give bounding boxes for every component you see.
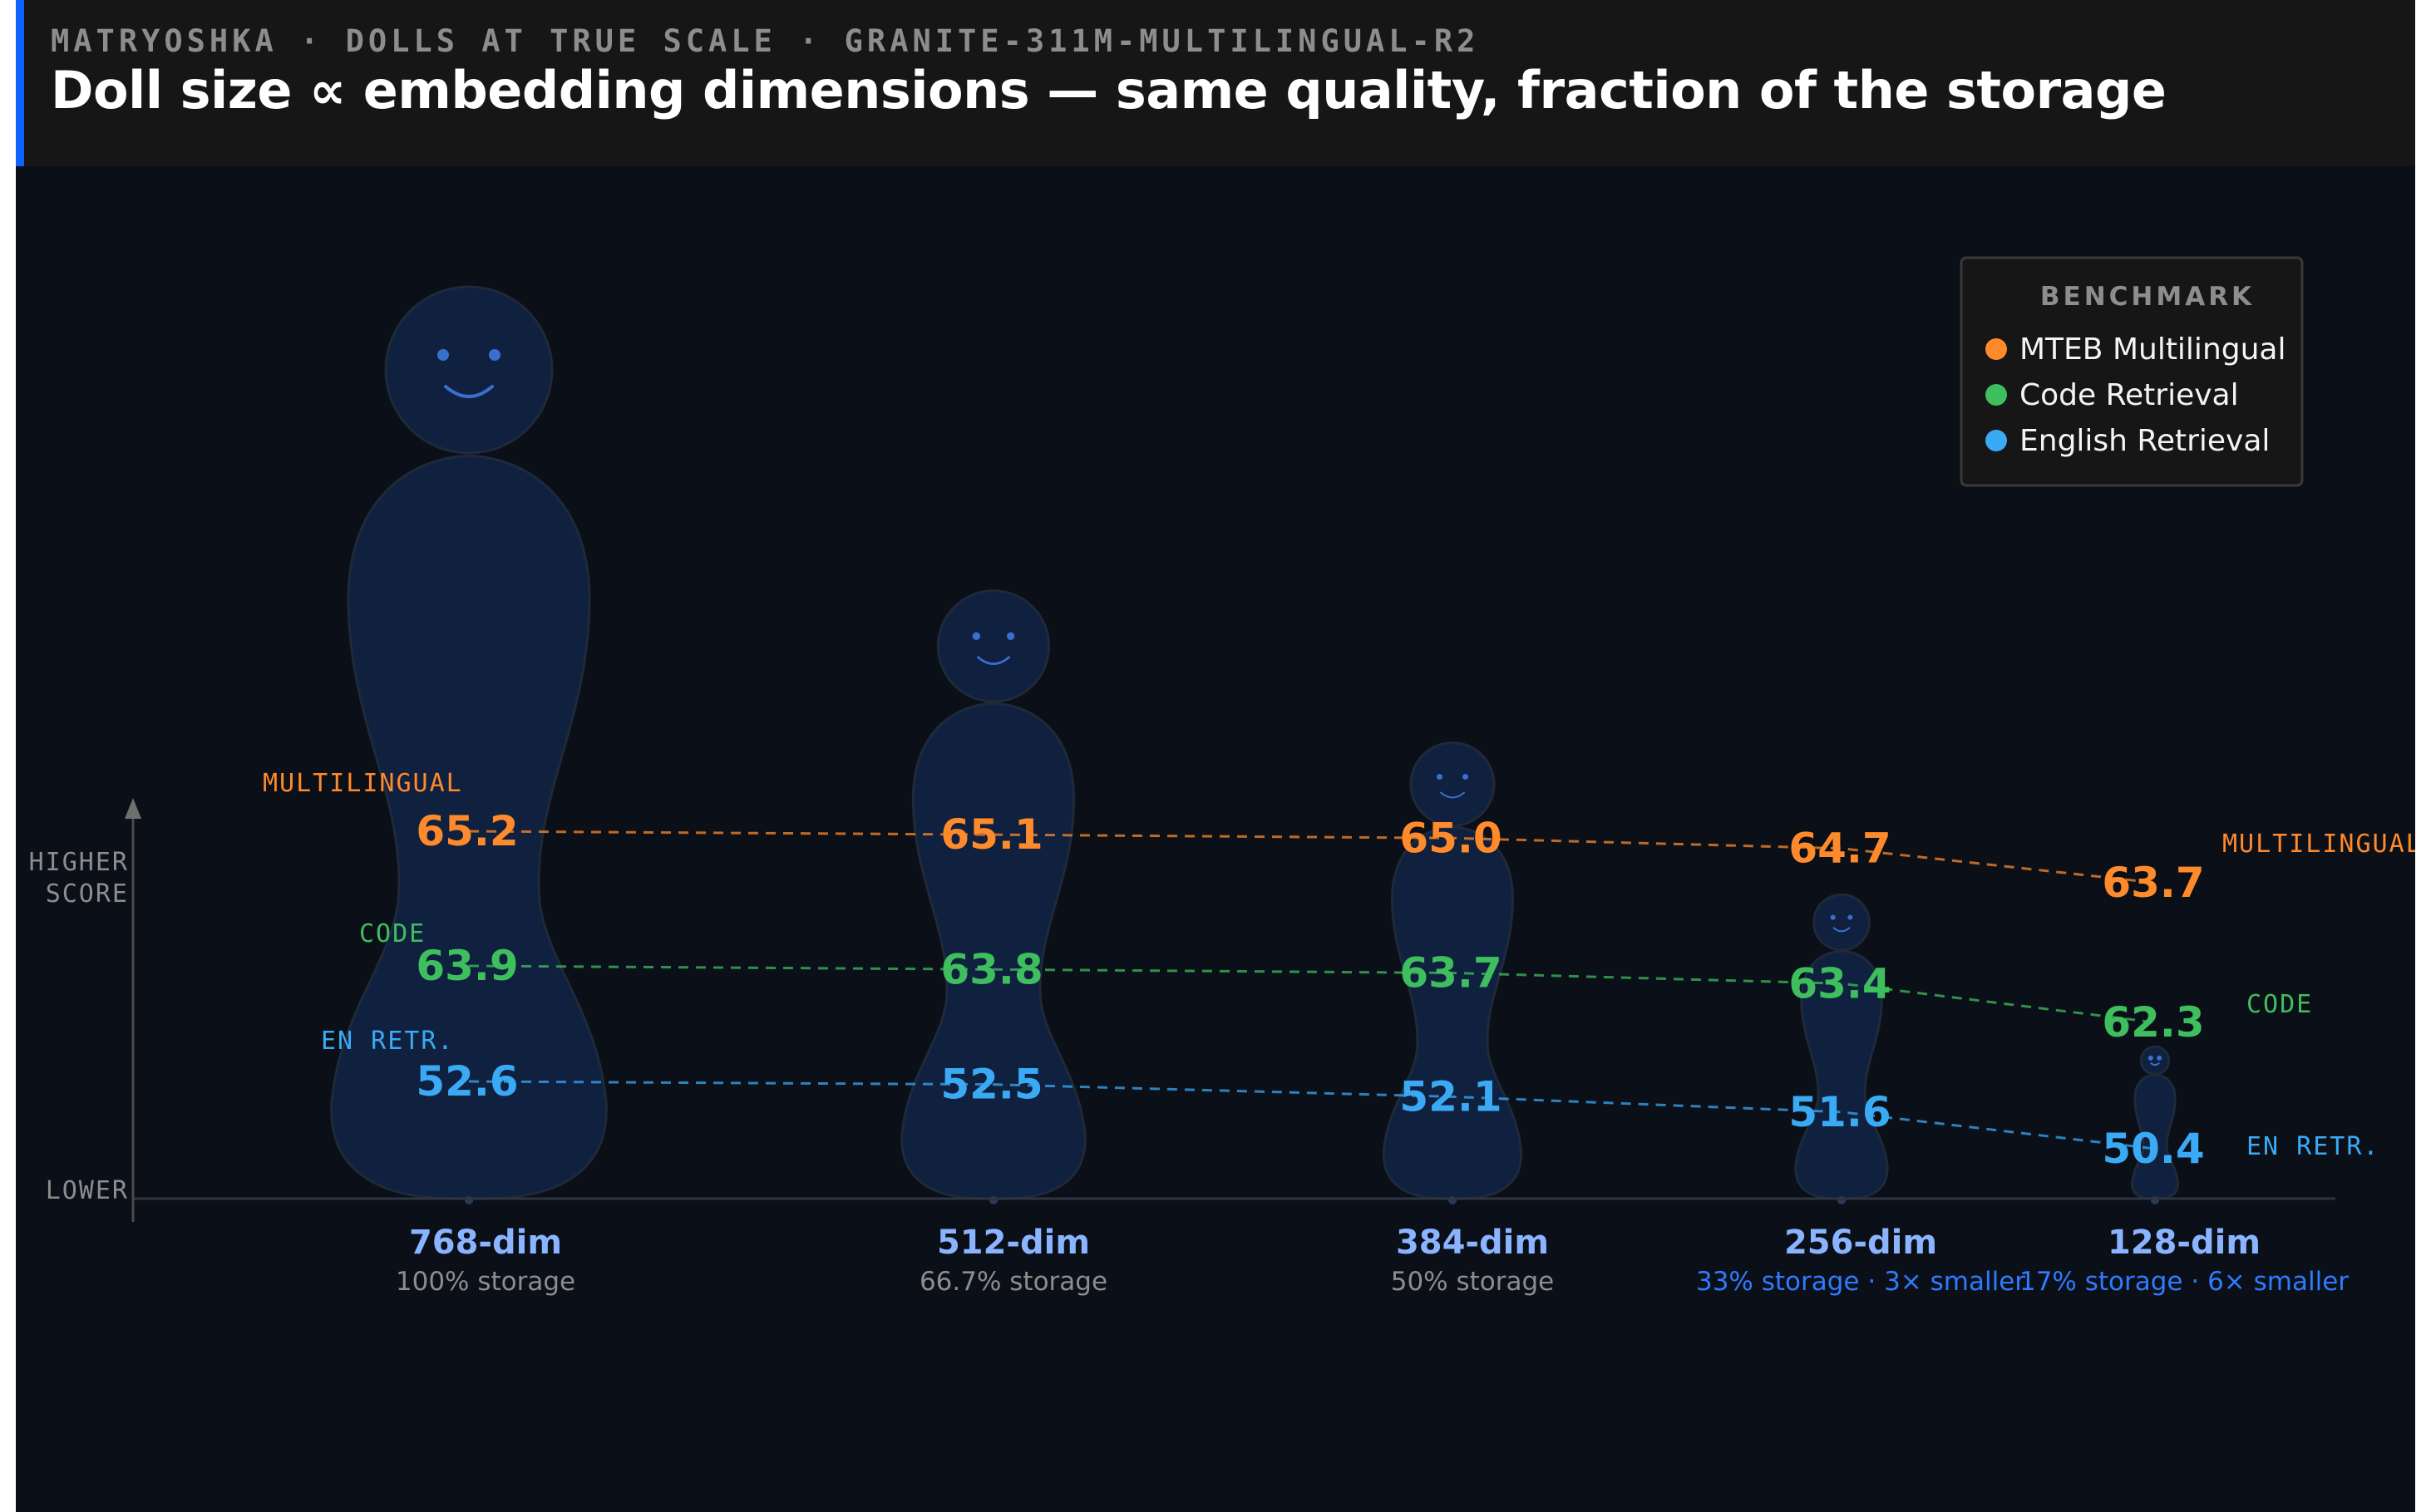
y-axis-bottom-label: LOWER: [46, 1176, 129, 1205]
dolls-layer: [330, 285, 2180, 1204]
x-tick-label: 384-dim: [1396, 1224, 1549, 1262]
value-label: 62.3: [2102, 998, 2204, 1047]
doll-head: [384, 285, 554, 455]
storage-label: 50% storage: [1391, 1267, 1555, 1297]
legend-swatch: [1985, 338, 2007, 360]
doll-smile: [444, 385, 494, 398]
doll-smile: [1440, 791, 1465, 799]
accent-bar: [16, 0, 24, 166]
doll-body: [900, 702, 1087, 1200]
matryoshka-chart: HIGHER SCORE LOWER 65.2 65.1 65.0 64.7 63.7 63.…: [29, 256, 2415, 1297]
x-labels-layer: 768-dim 100% storage 512-dim 66.7% storage 3…: [396, 1224, 2349, 1297]
y-axis-top-label: HIGHER SCORE: [29, 848, 129, 909]
axis-layer: HIGHER SCORE LOWER: [29, 798, 2335, 1222]
chart-header: MATRYOSHKA · DOLLS AT TRUE SCALE · GRANI…: [16, 0, 2415, 166]
doll-eye-right: [489, 349, 500, 361]
series-label-left: CODE: [359, 919, 426, 948]
x-tick-label: 256-dim: [1784, 1224, 1937, 1262]
doll-768-dim: [330, 285, 608, 1204]
doll-smile: [976, 656, 1011, 665]
storage-label: 100% storage: [396, 1267, 575, 1297]
doll-body: [1382, 825, 1523, 1200]
doll-body: [330, 454, 608, 1200]
storage-label: 66.7% storage: [920, 1267, 1107, 1297]
chart-title: Doll size ∝ embedding dimensions — same …: [51, 60, 2167, 121]
doll-eye-right: [1007, 632, 1015, 640]
chart-frame: MATRYOSHKA · DOLLS AT TRUE SCALE · GRANI…: [16, 0, 2415, 1512]
value-label: 64.7: [1788, 825, 1891, 873]
x-tick-label: 128-dim: [2108, 1224, 2261, 1262]
value-label: 65.1: [940, 810, 1043, 859]
doll-eye-left: [2147, 1055, 2153, 1061]
legend-entry: English Retrieval: [2019, 424, 2270, 458]
legend-swatch: [1985, 384, 2007, 406]
legend-entry: MTEB Multilingual: [2019, 332, 2286, 367]
doll-eye-right: [2157, 1055, 2162, 1061]
series-line-multilingual: [468, 830, 2156, 884]
value-label: 65.2: [416, 807, 518, 855]
value-labels-layer: 65.2 65.1 65.0 64.7 63.7 63.9 63.8 63.7 63.4 62.3…: [416, 807, 2204, 1173]
doll-eye-left: [972, 632, 981, 640]
value-label: 52.6: [416, 1057, 518, 1106]
doll-head: [2139, 1045, 2171, 1076]
doll-head: [1409, 741, 1496, 827]
value-label: 63.9: [416, 942, 518, 990]
legend-entry: Code Retrieval: [2019, 378, 2239, 412]
value-label: 52.5: [940, 1061, 1043, 1109]
x-tick-label: 768-dim: [409, 1224, 562, 1262]
doll-384-dim: [1382, 741, 1523, 1204]
value-label: 51.6: [1788, 1088, 1891, 1136]
y-axis-arrow: [125, 798, 141, 819]
doll-head: [936, 589, 1051, 703]
legend-swatch: [1985, 430, 2007, 451]
value-label: 52.1: [1399, 1072, 1502, 1120]
series-line-code: [468, 964, 2156, 1024]
series-lines-layer: [468, 830, 2156, 1150]
series-label-left: EN RETR.: [321, 1027, 455, 1056]
value-label: 63.7: [2102, 859, 2204, 907]
doll-smile: [2150, 1062, 2160, 1066]
series-label-left: MULTILINGUAL: [263, 769, 463, 798]
doll-eye-right: [1462, 774, 1468, 780]
doll-eye-left: [437, 349, 449, 361]
series-labels-layer: MULTILINGUAL MULTILINGUAL CODE CODE EN RETR.…: [263, 769, 2415, 1161]
value-label: 50.4: [2102, 1125, 2204, 1173]
series-label-right: EN RETR.: [2246, 1132, 2380, 1161]
doll-eye-right: [1847, 914, 1853, 920]
storage-label: 17% storage · 6× smaller: [2019, 1267, 2349, 1297]
series-line-en-retr-: [468, 1080, 2156, 1150]
legend-box: [1960, 256, 2304, 487]
storage-label: 33% storage · 3× smaller: [1696, 1267, 2025, 1297]
x-tick-label: 512-dim: [937, 1224, 1090, 1262]
doll-smile: [1832, 927, 1851, 933]
value-label: 63.7: [1399, 949, 1502, 997]
value-label: 63.4: [1788, 959, 1891, 1007]
doll-128-dim: [2130, 1045, 2180, 1204]
doll-512-dim: [900, 589, 1087, 1204]
value-label: 65.0: [1399, 814, 1502, 862]
series-label-right: MULTILINGUAL: [2222, 830, 2415, 859]
value-label: 63.8: [940, 945, 1043, 993]
doll-eye-left: [1830, 914, 1836, 920]
legend-title: BENCHMARK: [2040, 282, 2255, 312]
doll-256-dim: [1794, 893, 1889, 1204]
legend: BENCHMARK MTEB Multilingual Code Retrieval…: [1960, 256, 2304, 487]
doll-eye-left: [1437, 774, 1442, 780]
doll-head: [1812, 893, 1871, 952]
series-label-right: CODE: [2246, 990, 2313, 1019]
chart-kicker: MATRYOSHKA · DOLLS AT TRUE SCALE · GRANI…: [51, 23, 1480, 59]
